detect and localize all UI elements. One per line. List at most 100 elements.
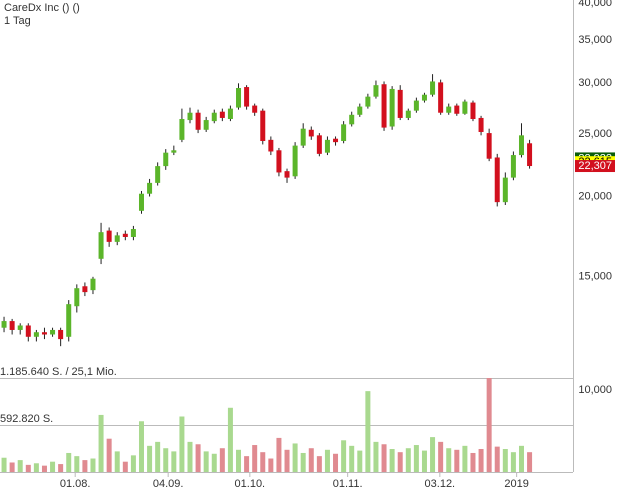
volume-bar [50, 461, 56, 472]
candle-body [478, 117, 484, 132]
candle-body [114, 235, 120, 242]
candle-body [130, 229, 136, 237]
candle-body [276, 150, 282, 173]
candle-body [373, 85, 379, 97]
candle-body [454, 105, 460, 114]
candle-body [446, 106, 452, 113]
candle-body [413, 100, 419, 111]
volume-bar [494, 446, 500, 472]
x-tick-label: 01.10. [235, 478, 266, 490]
candle-body [211, 112, 217, 122]
volume-bar [58, 464, 64, 472]
volume-bar [405, 448, 411, 472]
price-label: 22,307 [578, 160, 612, 172]
volume-bar [252, 445, 258, 472]
y-tick-label: 10,000 [578, 384, 612, 396]
candle-body [527, 143, 533, 167]
candle-body [357, 106, 363, 115]
volume-bar [324, 449, 330, 472]
candle-body [17, 325, 23, 330]
candle-body [219, 111, 225, 118]
volume-bar [357, 450, 363, 472]
volume-bar [90, 458, 96, 472]
candle-body [25, 325, 31, 337]
candle-body [462, 101, 468, 114]
candle-body [138, 193, 144, 211]
volume-bar [106, 438, 112, 472]
x-tick-label: 2019 [504, 478, 528, 490]
candle-body [430, 81, 436, 95]
candle-body [41, 332, 47, 335]
candle-body [349, 114, 355, 125]
volume-bar [244, 456, 250, 472]
candle-body [438, 82, 444, 113]
candle-body [58, 329, 64, 340]
volume-bar [17, 460, 23, 472]
volume-bar [171, 451, 177, 472]
volume-bar [454, 449, 460, 472]
price-label-box [575, 160, 615, 173]
volume-bar [203, 451, 209, 472]
candle-body [405, 110, 411, 118]
volume-bar [179, 416, 185, 472]
volume-bar [227, 407, 233, 472]
candle-body [316, 135, 322, 154]
volume-bar [365, 391, 371, 472]
y-tick-label: 30,000 [578, 77, 612, 89]
volume-bar [389, 449, 395, 472]
candle-body [324, 139, 330, 153]
candle-body [179, 118, 185, 140]
candle-body [203, 120, 209, 130]
candle-body [397, 89, 403, 118]
volume-bar [219, 448, 225, 472]
y-tick-label: 35,000 [578, 34, 612, 46]
y-tick-label: 15,000 [578, 271, 612, 283]
candle-body [90, 278, 96, 291]
volume-bar [308, 448, 314, 472]
y-tick-label: 20,000 [578, 190, 612, 202]
volume-bar [187, 441, 193, 472]
candle-body [494, 157, 500, 203]
candle-body [518, 135, 524, 156]
volume-bar [260, 452, 266, 472]
candle-body [365, 96, 371, 107]
volume-bar [163, 448, 169, 472]
volume-tick-label: 1.185.640 S. / 25,1 Mio. [0, 366, 117, 378]
volume-bar [33, 463, 39, 472]
candle-body [1, 321, 7, 328]
candle-body [50, 329, 56, 335]
volume-bar [527, 452, 533, 472]
volume-bar [430, 437, 436, 472]
volume-bar [316, 456, 322, 472]
candle-body [510, 155, 516, 178]
volume-bar [138, 421, 144, 472]
volume-bar [470, 452, 476, 472]
candle-body [66, 304, 72, 337]
candle-body [147, 182, 153, 194]
volume-tick-label: 592.820 S. [0, 413, 53, 425]
x-tick-label: 01.08. [60, 478, 91, 490]
volume-bar [438, 441, 444, 472]
volume-bar [74, 456, 80, 472]
candle-body [98, 232, 104, 259]
volume-bar [486, 378, 492, 472]
volume-bar [41, 465, 47, 472]
candle-body [9, 321, 15, 330]
volume-bar [333, 453, 339, 472]
candle-body [155, 166, 161, 183]
candle-body [268, 139, 274, 152]
candle-body [244, 87, 250, 107]
chart-subtitle: 1 Tag [4, 15, 31, 27]
volume-bar [25, 464, 31, 472]
volume-bar [446, 448, 452, 472]
volume-bar [300, 452, 306, 472]
candle-body [284, 171, 290, 178]
volume-bar [236, 449, 242, 472]
volume-bar [147, 445, 153, 472]
volume-bar [349, 445, 355, 472]
candle-body [33, 332, 39, 337]
volume-bar [66, 452, 72, 472]
candle-body [470, 102, 476, 119]
volume-bar [211, 453, 217, 472]
